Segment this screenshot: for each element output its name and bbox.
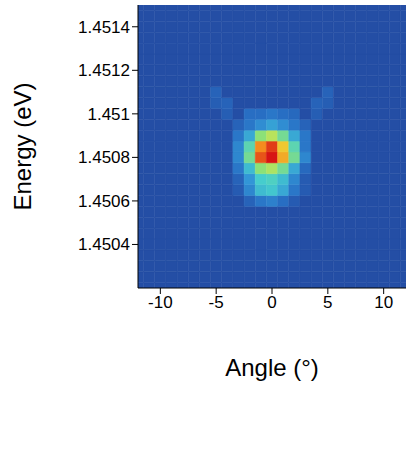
svg-text:5: 5: [323, 293, 332, 312]
svg-text:1.4512: 1.4512: [78, 61, 130, 80]
svg-text:1.4514: 1.4514: [78, 18, 130, 37]
svg-text:1.451: 1.451: [87, 105, 130, 124]
svg-text:1.4504: 1.4504: [78, 235, 130, 254]
svg-text:10: 10: [374, 293, 393, 312]
svg-text:1.4506: 1.4506: [78, 192, 130, 211]
svg-text:1.4508: 1.4508: [78, 148, 130, 167]
svg-text:-5: -5: [209, 293, 224, 312]
svg-text:0: 0: [267, 293, 276, 312]
svg-text:Energy (eV): Energy (eV): [9, 82, 36, 210]
svg-text:Angle (°): Angle (°): [225, 354, 319, 381]
svg-text:-10: -10: [148, 293, 173, 312]
